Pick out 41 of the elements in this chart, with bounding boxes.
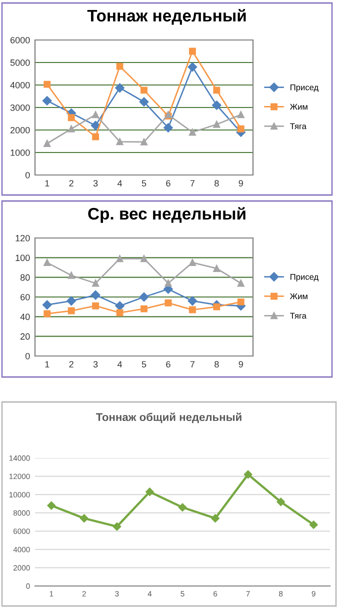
chart-title: Ср. вес недельный <box>88 207 246 223</box>
y-tick-label: 3000 <box>10 104 30 111</box>
x-tick-label: 9 <box>238 361 243 368</box>
legend-label: Присед <box>290 274 318 282</box>
x-tick-label: 9 <box>238 180 243 186</box>
x-tick-label: 7 <box>190 180 194 186</box>
x-tick-label: 1 <box>45 180 50 186</box>
y-tick-label: 60 <box>20 294 30 300</box>
y-tick-label: 0 <box>25 352 30 360</box>
y-tick-label: 40 <box>20 314 30 320</box>
x-tick-label: 2 <box>69 180 74 186</box>
legend-label: Присед <box>290 84 318 92</box>
y-tick-label: 100 <box>16 254 30 262</box>
y-tick-label: 2000 <box>10 126 30 134</box>
y-tick-label: 5000 <box>10 59 30 66</box>
y-tick-label: 4000 <box>10 82 30 88</box>
y-tick-label: 6000 <box>10 36 30 44</box>
x-tick-label: 3 <box>93 361 98 368</box>
legend-label: Жим <box>290 104 308 110</box>
y-tick-label: 20 <box>20 333 30 340</box>
y-tick-label: 0 <box>25 172 30 178</box>
x-tick-label: 5 <box>142 361 146 368</box>
x-tick-label: 6 <box>166 180 170 186</box>
y-tick-label: 120 <box>16 234 30 242</box>
x-tick-label: 7 <box>190 361 194 368</box>
x-tick-label: 8 <box>214 180 219 186</box>
legend-label: Тяга <box>290 123 306 130</box>
y-tick-label: 80 <box>20 274 30 281</box>
legend-label: Тяга <box>290 312 306 319</box>
x-tick-label: 1 <box>45 361 50 368</box>
chart-title: Тоннаж недельный <box>87 9 246 25</box>
x-tick-label: 4 <box>117 180 122 186</box>
chart-title: Тоннаж общий недельный <box>96 412 242 424</box>
x-tick-label: 4 <box>117 361 122 368</box>
legend-label: Жим <box>290 293 308 300</box>
x-tick-label: 6 <box>166 361 170 368</box>
y-tick-label: 1000 <box>10 149 30 156</box>
x-tick-label: 5 <box>142 180 146 186</box>
x-tick-label: 8 <box>214 361 219 368</box>
x-tick-label: 2 <box>69 361 74 368</box>
x-tick-label: 3 <box>93 180 98 186</box>
